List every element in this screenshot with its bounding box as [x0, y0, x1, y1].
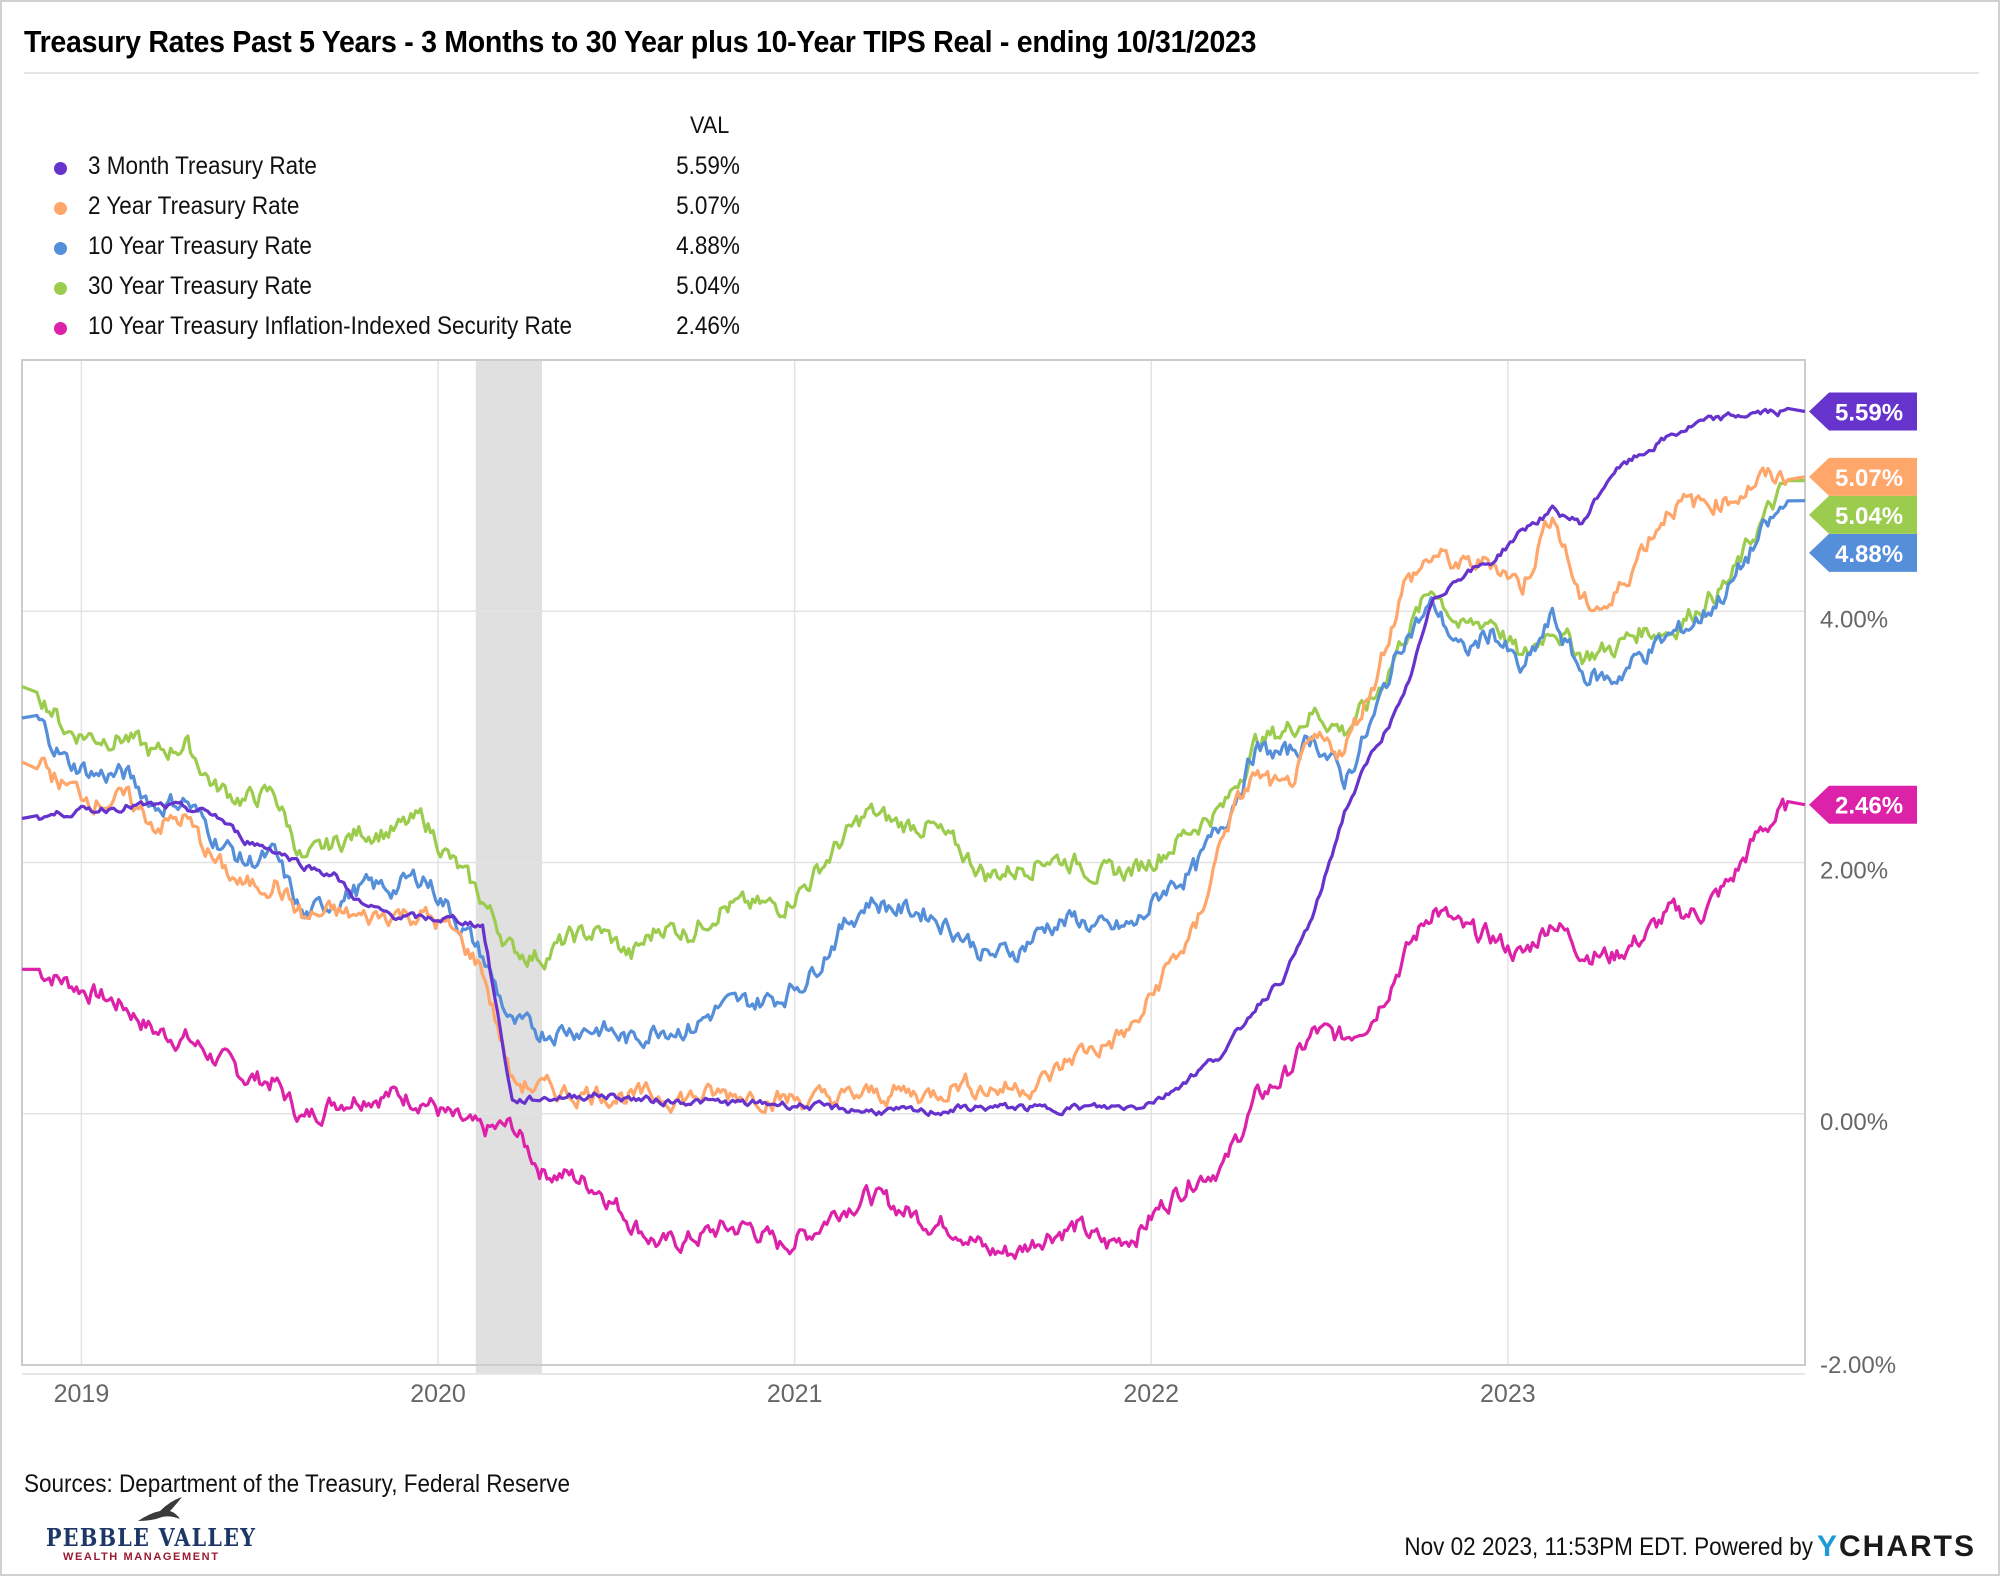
eagle-icon — [138, 1497, 182, 1521]
legend-item[interactable]: 2 Year Treasury Rate 5.07% — [0, 190, 760, 224]
series-line[interactable] — [21, 479, 1805, 971]
y-tick-label: 4.00% — [1820, 606, 1888, 633]
legend-value: 5.07% — [676, 192, 740, 220]
legend-label: 2 Year Treasury Rate — [88, 192, 300, 220]
series-dot-icon — [54, 282, 67, 295]
end-value-labels: 5.59% 5.07% 4.88% 5.04% 2.46% — [1809, 392, 1917, 824]
y-tick-label: 2.00% — [1820, 858, 1888, 885]
sources-note: Sources: Department of the Treasury, Fed… — [24, 1470, 571, 1498]
end-label-2-year: 5.07% — [1809, 457, 1917, 496]
end-label-text: 5.07% — [1835, 465, 1903, 492]
title-divider — [24, 72, 1979, 74]
footer-timestamp: Nov 02 2023, 11:53PM EDT. Powered by — [1403, 1532, 1813, 1561]
end-label-3-month: 5.59% — [1809, 392, 1917, 431]
x-tick-label: 2023 — [1480, 1380, 1536, 1408]
y-axis: 4.00% 2.00% 0.00% -2.00% — [1820, 606, 1896, 1379]
legend-item[interactable]: 3 Month Treasury Rate 5.59% — [0, 150, 760, 184]
plot-border — [21, 359, 1806, 1366]
ycharts-logo[interactable]: YCHARTS — [1817, 1530, 1976, 1564]
legend-item[interactable]: 30 Year Treasury Rate 5.04% — [0, 270, 760, 304]
legend-value: 5.59% — [676, 152, 740, 180]
end-label-arrow — [1809, 495, 1917, 534]
legend-item[interactable]: 10 Year Treasury Rate 4.88% — [0, 230, 760, 264]
legend-value-header: VAL — [690, 112, 730, 139]
x-axis: 2019 2020 2021 2022 2023 — [54, 1380, 1536, 1408]
end-label-30-year: 5.04% — [1809, 495, 1917, 534]
end-label-10-year: 4.88% — [1809, 533, 1917, 572]
pebble-valley-logo: PEBBLE VALLEY WEALTH MANAGEMENT — [40, 1495, 255, 1565]
x-tick-label: 2022 — [1123, 1380, 1179, 1408]
y-tick-label: 0.00% — [1820, 1109, 1888, 1136]
legend-item[interactable]: 10 Year Treasury Inflation-Indexed Secur… — [0, 310, 760, 344]
series-dot-icon — [54, 202, 67, 215]
end-label-arrow — [1809, 785, 1917, 824]
ycharts-logo-text: CHARTS — [1839, 1530, 1976, 1563]
end-label-arrow — [1809, 533, 1917, 572]
series-line[interactable] — [21, 499, 1806, 1050]
end-label-text: 4.88% — [1835, 541, 1903, 568]
logo-name: PEBBLE VALLEY — [46, 1523, 257, 1552]
legend-value: 5.04% — [676, 272, 740, 300]
series-dot-icon — [54, 242, 67, 255]
chart-title: Treasury Rates Past 5 Years - 3 Months t… — [24, 24, 1257, 59]
end-label-text: 5.59% — [1835, 400, 1903, 427]
line-chart: 4.00% 2.00% 0.00% -2.00% 2019 2020 2021 … — [21, 359, 1917, 1408]
legend-label: 30 Year Treasury Rate — [88, 272, 312, 300]
recession-band — [475, 360, 543, 1373]
legend-label: 10 Year Treasury Inflation-Indexed Secur… — [88, 312, 573, 340]
series-dot-icon — [54, 162, 67, 175]
y-tick-label: -2.00% — [1820, 1352, 1896, 1379]
end-label-tips: 2.46% — [1809, 785, 1917, 824]
series-line[interactable] — [21, 406, 1806, 1117]
end-label-text: 5.04% — [1835, 503, 1903, 530]
legend-label: 3 Month Treasury Rate — [88, 152, 317, 180]
legend-label: 10 Year Treasury Rate — [88, 232, 312, 260]
end-label-arrow — [1809, 392, 1917, 431]
end-label-text: 2.46% — [1835, 793, 1903, 820]
series-line[interactable] — [21, 797, 1806, 1260]
series-dot-icon — [54, 322, 67, 335]
ycharts-logo-y: Y — [1816, 1530, 1839, 1563]
x-tick-label: 2020 — [410, 1380, 466, 1408]
x-tick-label: 2021 — [767, 1380, 823, 1408]
logo-tagline: WEALTH MANAGEMENT — [63, 1551, 220, 1563]
legend-value: 4.88% — [676, 232, 740, 260]
end-label-arrow — [1809, 457, 1917, 496]
x-tick-label: 2019 — [54, 1380, 110, 1408]
legend-value: 2.46% — [676, 312, 740, 340]
series-line[interactable] — [21, 466, 1806, 1115]
series-lines — [21, 406, 1806, 1260]
footer: Nov 02 2023, 11:53PM EDT. Powered by YCH… — [1359, 1530, 1976, 1564]
